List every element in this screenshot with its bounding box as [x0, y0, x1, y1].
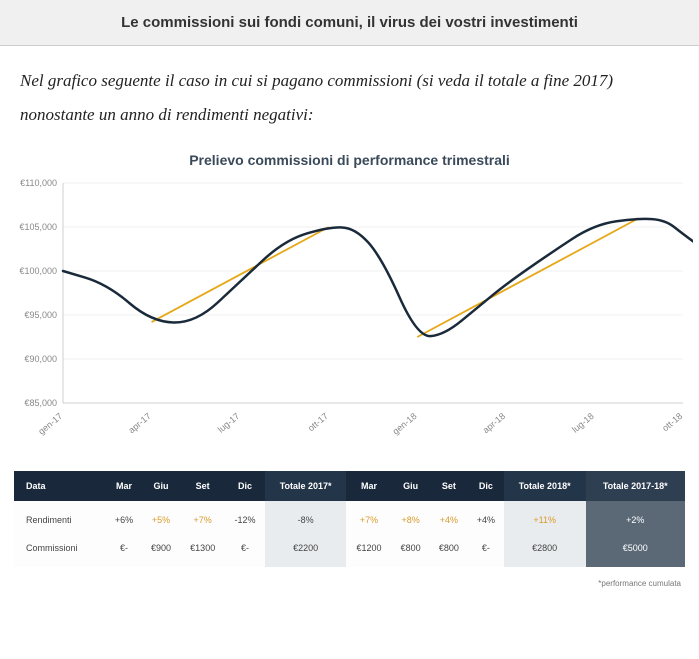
table-body: Rendimenti+6%+5%+7%-12%-8%+7%+8%+4%+4%+1…: [14, 501, 685, 567]
commission-table: DataMarGiuSetDicTotale 2017*MarGiuSetDic…: [14, 471, 685, 567]
table-col-header: Totale 2017-18*: [586, 471, 686, 501]
table-cell: €-: [106, 534, 142, 567]
table-col-header: Mar: [346, 471, 391, 501]
table-cell: €5000: [586, 534, 686, 567]
table-col-header: Dic: [225, 471, 265, 501]
intro-text: Nel grafico seguente il caso in cui si p…: [20, 71, 613, 124]
table-cell: +7%: [180, 501, 225, 534]
table-col-header: Giu: [392, 471, 430, 501]
svg-text:€90,000: €90,000: [24, 354, 57, 364]
line-chart: €85,000 €90,000 €95,000 €100,000 €105,000 €11…: [8, 178, 693, 443]
chart-container: Prelievo commissioni di performance trim…: [0, 142, 699, 443]
table-cell: +11%: [504, 501, 586, 534]
svg-text:gen-17: gen-17: [36, 411, 64, 437]
header-title: Le commissioni sui fondi comuni, il viru…: [121, 14, 578, 31]
svg-text:ott-17: ott-17: [306, 411, 330, 433]
row-label: Commissioni: [14, 534, 106, 567]
svg-text:gen-18: gen-18: [391, 411, 419, 437]
chart-title: Prelievo commissioni di performance trim…: [8, 152, 691, 168]
table-row: Commissioni€-€900€1300€-€2200€1200€800€8…: [14, 534, 685, 567]
table-row: Rendimenti+6%+5%+7%-12%-8%+7%+8%+4%+4%+1…: [14, 501, 685, 534]
table-cell: +2%: [586, 501, 686, 534]
table-cell: +8%: [392, 501, 430, 534]
table-cell: €800: [430, 534, 468, 567]
table-cell: +4%: [468, 501, 504, 534]
table-cell: +5%: [142, 501, 180, 534]
svg-text:€85,000: €85,000: [24, 398, 57, 408]
table-cell: €2200: [265, 534, 347, 567]
footnote: *performance cumulata: [0, 571, 699, 596]
svg-text:€105,000: €105,000: [19, 222, 57, 232]
svg-text:€95,000: €95,000: [24, 310, 57, 320]
table-cell: €900: [142, 534, 180, 567]
table-container: DataMarGiuSetDicTotale 2017*MarGiuSetDic…: [0, 443, 699, 571]
footnote-text: *performance cumulata: [598, 579, 681, 588]
table-cell: -12%: [225, 501, 265, 534]
table-col-header: Dic: [468, 471, 504, 501]
table-header-row: DataMarGiuSetDicTotale 2017*MarGiuSetDic…: [14, 471, 685, 501]
row-label: Rendimenti: [14, 501, 106, 534]
table-col-header: Data: [14, 471, 106, 501]
svg-text:apr-17: apr-17: [127, 411, 153, 435]
table-cell: €2800: [504, 534, 586, 567]
intro-paragraph: Nel grafico seguente il caso in cui si p…: [0, 46, 699, 142]
page-header: Le commissioni sui fondi comuni, il viru…: [0, 0, 699, 46]
svg-text:lug-17: lug-17: [216, 411, 242, 435]
svg-text:ott-18: ott-18: [660, 411, 684, 433]
table-col-header: Set: [430, 471, 468, 501]
table-col-header: Giu: [142, 471, 180, 501]
table-cell: €1200: [346, 534, 391, 567]
table-cell: +4%: [430, 501, 468, 534]
table-col-header: Set: [180, 471, 225, 501]
table-cell: €1300: [180, 534, 225, 567]
svg-text:€110,000: €110,000: [20, 178, 57, 188]
svg-text:apr-18: apr-18: [481, 411, 507, 435]
table-col-header: Totale 2018*: [504, 471, 586, 501]
table-cell: +7%: [346, 501, 391, 534]
table-col-header: Totale 2017*: [265, 471, 347, 501]
svg-text:lug-18: lug-18: [570, 411, 596, 435]
table-cell: -8%: [265, 501, 347, 534]
table-cell: +6%: [106, 501, 142, 534]
table-cell: €-: [468, 534, 504, 567]
table-cell: €800: [392, 534, 430, 567]
table-col-header: Mar: [106, 471, 142, 501]
table-cell: €-: [225, 534, 265, 567]
svg-text:€100,000: €100,000: [19, 266, 57, 276]
